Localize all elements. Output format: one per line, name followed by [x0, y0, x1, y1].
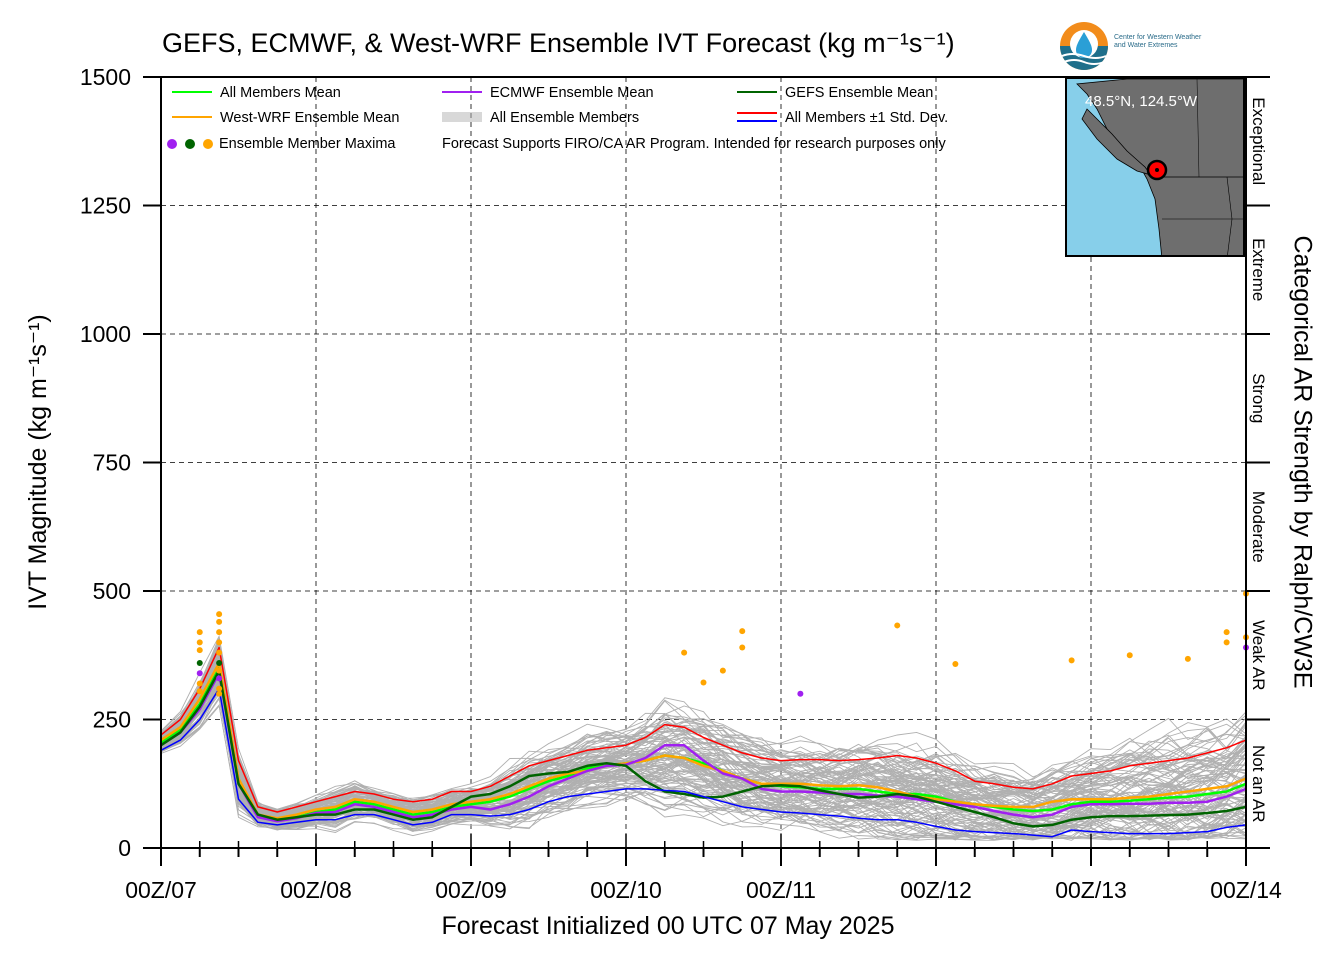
member-maximum-point — [216, 659, 223, 666]
member-maximum-point — [216, 639, 223, 646]
chart-title: GEFS, ECMWF, & West-WRF Ensemble IVT For… — [162, 28, 955, 58]
legend-label: All Members Mean — [220, 85, 341, 101]
member-maximum-point — [797, 690, 804, 697]
member-maximum-point — [1126, 652, 1133, 659]
ensemble-member-line — [160, 658, 1247, 818]
series-line-4 — [160, 669, 1247, 828]
member-maximum-point — [196, 629, 203, 636]
legend-swatch — [203, 139, 213, 149]
legend-label: All Members ±1 Std. Dev. — [785, 110, 948, 126]
legend-swatch — [167, 139, 177, 149]
member-maximum-point — [739, 644, 746, 651]
secondary-y-axis-label: Categorical AR Strength by Ralph/CW3E — [1288, 235, 1317, 689]
member-maximum-point — [196, 670, 203, 677]
legend-label: GEFS Ensemble Mean — [785, 85, 933, 101]
member-maximum-point — [216, 690, 223, 697]
y-tick-label: 1250 — [80, 193, 131, 219]
member-maximum-point — [216, 675, 223, 682]
x-tick-label: 00Z/13 — [1055, 877, 1127, 903]
series-line-5 — [160, 646, 1247, 813]
member-maximum-point — [196, 639, 203, 646]
ensemble-member-line — [160, 641, 1247, 815]
x-tick-label: 00Z/09 — [435, 877, 507, 903]
cw3e-logo-text: Center for Western Weather and Water Ext… — [1114, 34, 1201, 50]
member-maximum-point — [216, 667, 223, 674]
x-axis-label: Forecast Initialized 00 UTC 07 May 2025 — [441, 912, 895, 940]
category-label: Extreme — [1249, 238, 1268, 301]
x-tick-label: 00Z/14 — [1210, 877, 1282, 903]
y-tick-label: 1000 — [80, 321, 131, 347]
ensemble-member-line — [160, 654, 1247, 818]
inset-map-graphic — [1076, 79, 1243, 255]
y-tick-label: 250 — [93, 707, 131, 733]
cw3e-logo-icon — [1060, 22, 1108, 70]
ensemble-member-line — [160, 685, 1247, 840]
ensemble-member-line — [160, 649, 1247, 817]
x-tick-label: 00Z/10 — [590, 877, 662, 903]
member-maximum-point — [196, 659, 203, 666]
ensemble-member-line — [160, 656, 1247, 815]
category-label: Not an AR — [1249, 745, 1268, 823]
series-line-1 — [160, 666, 1247, 821]
legend-label: All Ensemble Members — [490, 110, 639, 126]
member-maximum-point — [1223, 629, 1230, 636]
x-tick-label: 00Z/11 — [746, 877, 816, 903]
legend-swatch — [185, 139, 195, 149]
legend-label: Ensemble Member Maxima — [219, 136, 396, 152]
member-maximum-point — [216, 649, 223, 656]
category-label: Exceptional — [1249, 97, 1268, 185]
y-axis-label: IVT Magnitude (kg m⁻¹s⁻¹) — [24, 314, 52, 610]
category-label: Weak AR — [1249, 620, 1268, 691]
member-maximum-point — [719, 667, 726, 674]
series-line-6 — [160, 687, 1247, 838]
legend-label: ECMWF Ensemble Mean — [490, 85, 654, 101]
member-maximum-point — [681, 649, 688, 656]
inset-coordinates-label: 48.5°N, 124.5°W — [1085, 93, 1198, 110]
ensemble-member-line — [160, 639, 1247, 813]
series-line-3 — [160, 671, 1247, 823]
member-maximum-point — [1068, 657, 1075, 664]
member-maximum-point — [700, 679, 707, 686]
member-maximum-point — [1184, 655, 1191, 662]
y-tick-label: 750 — [93, 450, 131, 476]
member-maximum-point — [1223, 639, 1230, 646]
ensemble-member-line — [160, 648, 1247, 812]
member-maximum-point — [952, 660, 959, 667]
category-label: Moderate — [1249, 491, 1268, 563]
logo-line-2: and Water Extremes — [1114, 42, 1178, 49]
ensemble-member-line — [160, 681, 1247, 841]
member-maximum-point — [216, 611, 223, 618]
member-maximum-point — [196, 647, 203, 654]
y-tick-label: 0 — [118, 835, 131, 861]
member-maximum-point — [216, 629, 223, 636]
x-tick-label: 00Z/12 — [900, 877, 972, 903]
logo-line-1: Center for Western Weather — [1114, 34, 1202, 41]
member-maximum-point — [196, 680, 203, 687]
series-line-2 — [160, 661, 1247, 820]
cw3e-logo: Center for Western Weather and Water Ext… — [1058, 20, 1258, 72]
member-maximum-point — [196, 688, 203, 695]
member-maximum-point — [894, 622, 901, 629]
y-tick-label: 500 — [93, 578, 131, 604]
member-maximum-point — [216, 618, 223, 625]
member-maximum-point — [216, 685, 223, 692]
member-maximum-point — [739, 628, 746, 635]
x-tick-label: 00Z/08 — [280, 877, 352, 903]
y-tick-label: 1500 — [80, 64, 131, 90]
x-tick-label: 00Z/07 — [125, 877, 197, 903]
ensemble-member-line — [160, 670, 1247, 818]
legend-label: West-WRF Ensemble Mean — [220, 110, 399, 126]
legend-note: Forecast Supports FIRO/CA AR Program. In… — [442, 136, 946, 152]
location-inset-map: 48.5°N, 124.5°W — [1065, 77, 1245, 257]
category-label: Strong — [1249, 373, 1268, 423]
